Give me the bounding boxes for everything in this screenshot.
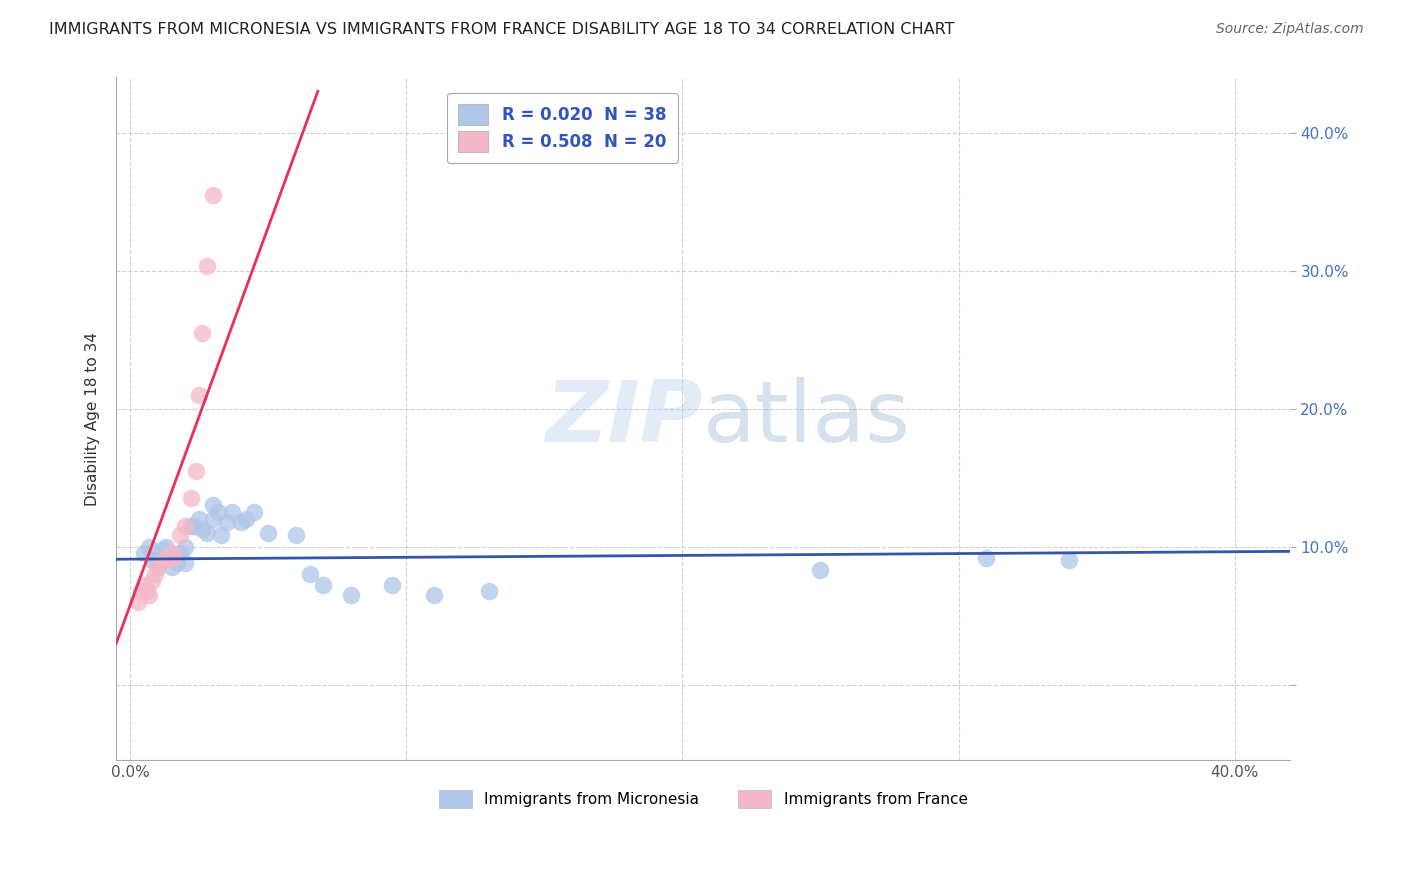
Point [209, 528, 232, 542]
Point [146, 553, 169, 567]
Point [160, 546, 183, 560]
Point [201, 187, 224, 202]
Legend: Immigrants from Micronesia, Immigrants from France: Immigrants from Micronesia, Immigrants f… [433, 784, 973, 814]
Point [201, 512, 224, 526]
Point [174, 556, 197, 570]
Point [180, 519, 202, 533]
Point [141, 574, 163, 588]
Point [152, 553, 174, 567]
Point [188, 388, 211, 402]
Point [243, 505, 266, 519]
Point [155, 540, 177, 554]
Point [141, 553, 163, 567]
Point [235, 512, 257, 526]
Point [312, 578, 335, 592]
Text: ZIP: ZIP [546, 377, 703, 460]
Text: Source: ZipAtlas.com: Source: ZipAtlas.com [1216, 22, 1364, 37]
Point [143, 567, 166, 582]
Point [146, 560, 169, 574]
Point [207, 505, 229, 519]
Point [188, 512, 211, 526]
Point [160, 560, 183, 574]
Point [1057, 553, 1080, 567]
Point [974, 550, 997, 565]
Point [174, 519, 197, 533]
Point [132, 546, 155, 560]
Point [215, 515, 238, 529]
Point [229, 515, 252, 529]
Point [138, 540, 160, 554]
Point [191, 326, 214, 340]
Point [191, 522, 214, 536]
Point [197, 525, 219, 540]
Point [183, 519, 205, 533]
Point [423, 588, 446, 602]
Point [166, 556, 188, 570]
Point [257, 525, 280, 540]
Point [180, 491, 202, 506]
Point [127, 595, 149, 609]
Point [201, 498, 224, 512]
Point [169, 546, 191, 560]
Point [146, 560, 169, 574]
Point [163, 550, 186, 565]
Point [186, 464, 208, 478]
Y-axis label: Disability Age 18 to 34: Disability Age 18 to 34 [86, 332, 100, 506]
Point [174, 540, 197, 554]
Point [381, 578, 404, 592]
Point [169, 528, 191, 542]
Point [298, 567, 321, 582]
Point [163, 550, 186, 565]
Point [810, 563, 832, 577]
Point [155, 553, 177, 567]
Point [340, 588, 363, 602]
Point [284, 528, 307, 542]
Point [138, 588, 160, 602]
Point [197, 260, 219, 274]
Point [478, 583, 501, 598]
Text: atlas: atlas [703, 377, 911, 460]
Point [152, 542, 174, 557]
Point [132, 578, 155, 592]
Point [129, 583, 152, 598]
Point [221, 505, 243, 519]
Point [135, 583, 157, 598]
Text: IMMIGRANTS FROM MICRONESIA VS IMMIGRANTS FROM FRANCE DISABILITY AGE 18 TO 34 COR: IMMIGRANTS FROM MICRONESIA VS IMMIGRANTS… [49, 22, 955, 37]
